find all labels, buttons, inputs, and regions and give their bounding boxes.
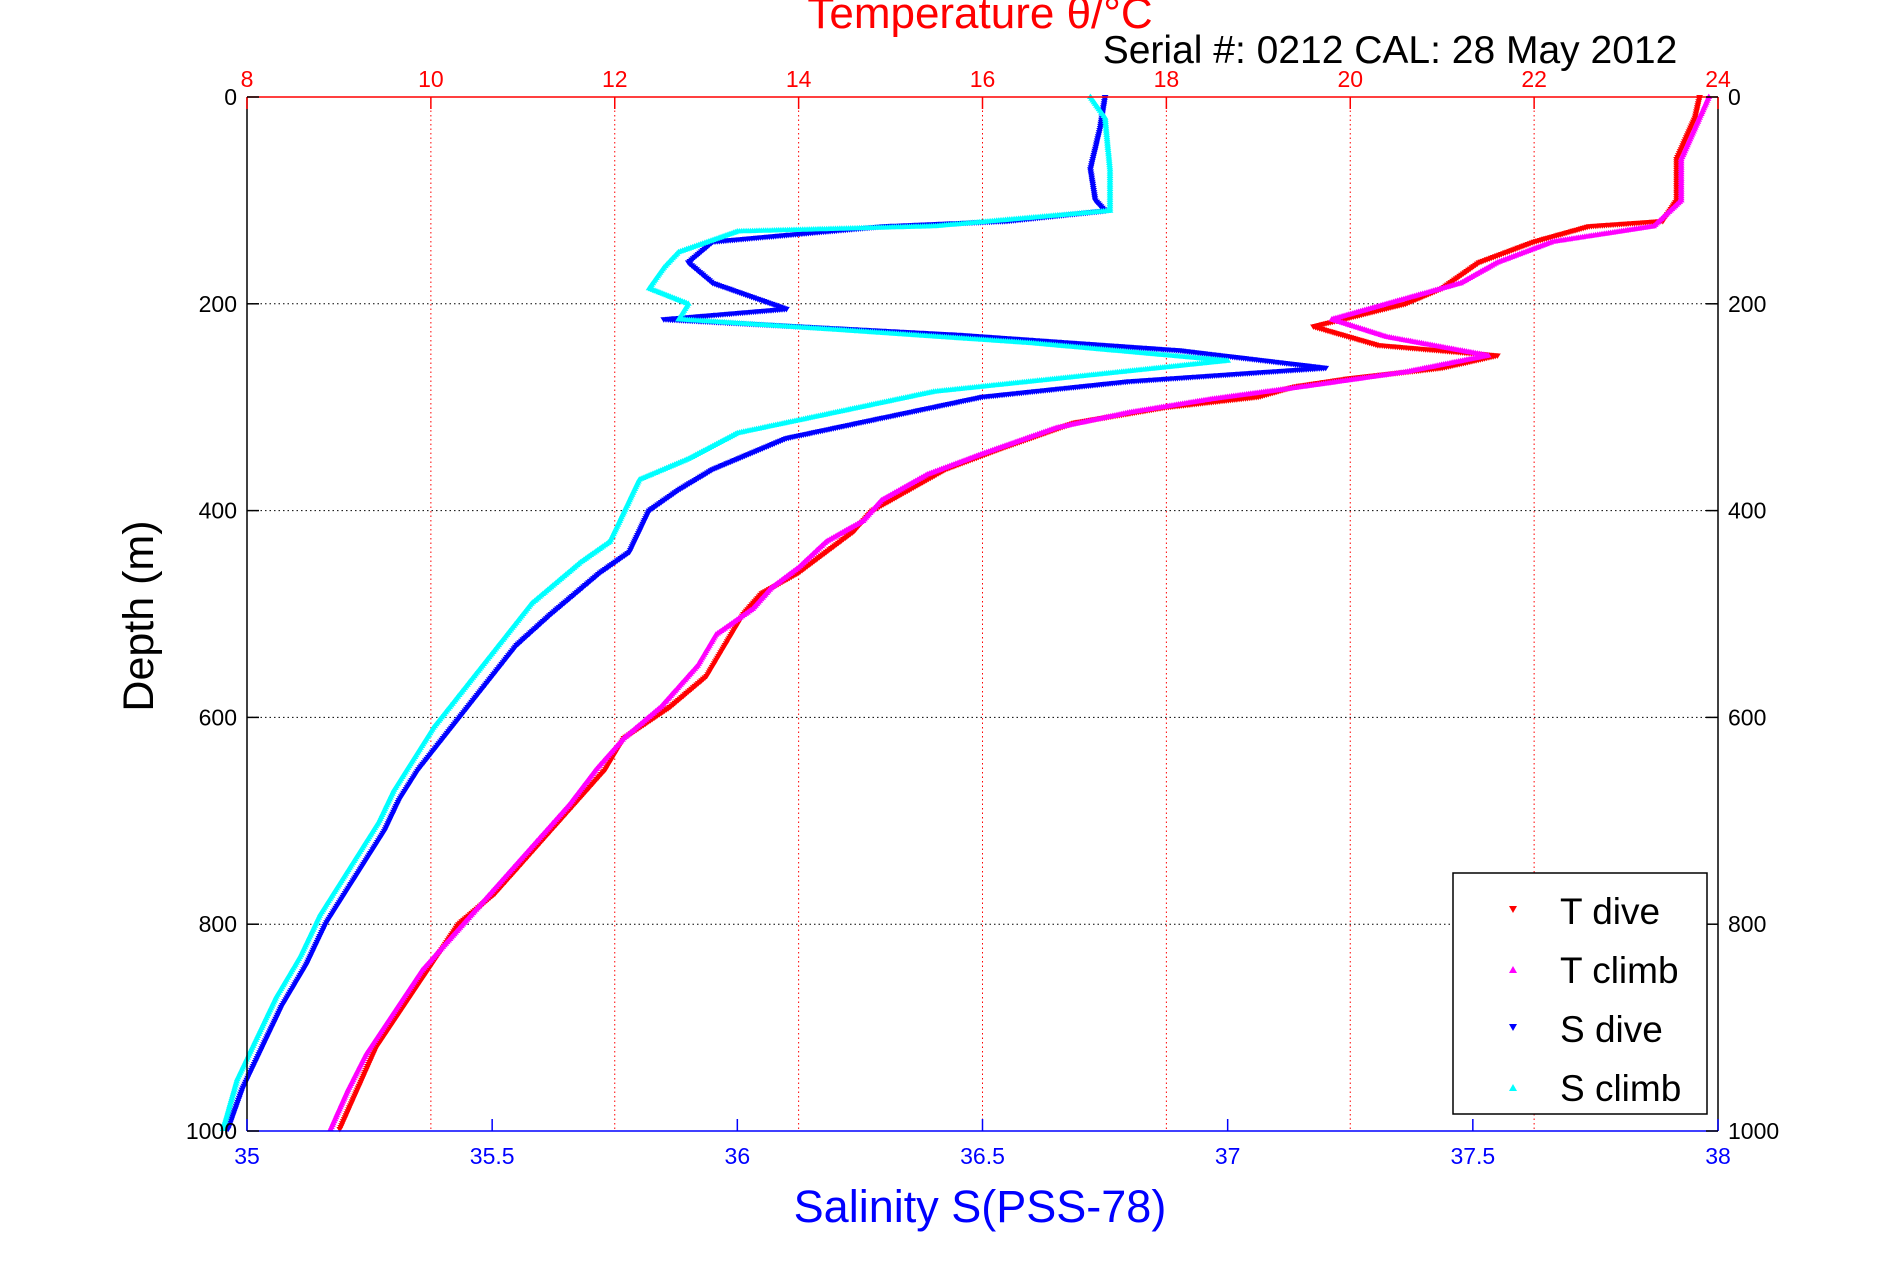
legend-label-t-climb: T climb bbox=[1560, 950, 1679, 991]
right-tick-label: 1000 bbox=[1728, 1118, 1779, 1144]
left-tick-label: 600 bbox=[199, 704, 237, 730]
axes: 8 10 12 14 16 18 20 22 24 35 35.5 36 36.5 37 37.5 38 0 0 2… bbox=[186, 66, 1779, 1169]
top-tick-label: 16 bbox=[970, 66, 996, 92]
legend-marker-s-dive bbox=[1509, 1024, 1517, 1031]
top-tick-label: 12 bbox=[602, 66, 628, 92]
left-tick-label: 0 bbox=[224, 84, 237, 110]
bottom-tick-label: 37.5 bbox=[1450, 1143, 1495, 1169]
legend-box bbox=[1452, 872, 1708, 1115]
legend-marker-s-climb bbox=[1509, 1084, 1517, 1091]
legend-marker-t-climb bbox=[1509, 966, 1517, 973]
top-tick-label: 8 bbox=[241, 66, 254, 92]
right-tick-label: 800 bbox=[1728, 911, 1766, 937]
legend-label-s-climb: S climb bbox=[1560, 1068, 1681, 1109]
bottom-tick-label: 38 bbox=[1705, 1143, 1731, 1169]
y-axis-label: Depth (m) bbox=[115, 520, 163, 711]
legend-label-s-dive: S dive bbox=[1560, 1009, 1663, 1050]
top-tick-label: 14 bbox=[786, 66, 812, 92]
legend-entry-t-dive: T dive bbox=[1509, 891, 1660, 932]
right-tick-label: 200 bbox=[1728, 291, 1766, 317]
right-tick-label: 0 bbox=[1728, 84, 1741, 110]
bottom-tick-label: 36 bbox=[725, 1143, 751, 1169]
top-tick-label: 18 bbox=[1154, 66, 1180, 92]
top-tick-label: 20 bbox=[1337, 66, 1363, 92]
bottom-tick-label: 35.5 bbox=[470, 1143, 515, 1169]
left-tick-label: 1000 bbox=[186, 1118, 237, 1144]
right-tick-label: 400 bbox=[1728, 498, 1766, 524]
bottom-tick-label: 35 bbox=[234, 1143, 260, 1169]
left-tick-label: 200 bbox=[199, 291, 237, 317]
top-tick-label: 22 bbox=[1521, 66, 1547, 92]
top-tick-label: 10 bbox=[418, 66, 444, 92]
top-tick-label: 24 bbox=[1705, 66, 1731, 92]
left-tick-label: 800 bbox=[199, 911, 237, 937]
left-tick-label: 400 bbox=[199, 498, 237, 524]
chart-subtitle: Serial #: 0212 CAL: 28 May 2012 bbox=[1103, 29, 1678, 72]
bottom-tick-label: 37 bbox=[1215, 1143, 1241, 1169]
legend: T dive T climb S dive S climb bbox=[1452, 872, 1708, 1115]
chart-title: Temperature θ/°C bbox=[807, 0, 1152, 38]
legend-marker-t-dive bbox=[1509, 906, 1517, 913]
right-tick-label: 600 bbox=[1728, 704, 1766, 730]
x-axis-label: Salinity S(PSS-78) bbox=[794, 1181, 1167, 1232]
legend-entry-t-climb: T climb bbox=[1509, 950, 1679, 991]
legend-entry-s-climb: S climb bbox=[1509, 1068, 1681, 1109]
legend-entry-s-dive: S dive bbox=[1509, 1009, 1663, 1050]
legend-label-t-dive: T dive bbox=[1560, 891, 1660, 932]
bottom-tick-label: 36.5 bbox=[960, 1143, 1005, 1169]
